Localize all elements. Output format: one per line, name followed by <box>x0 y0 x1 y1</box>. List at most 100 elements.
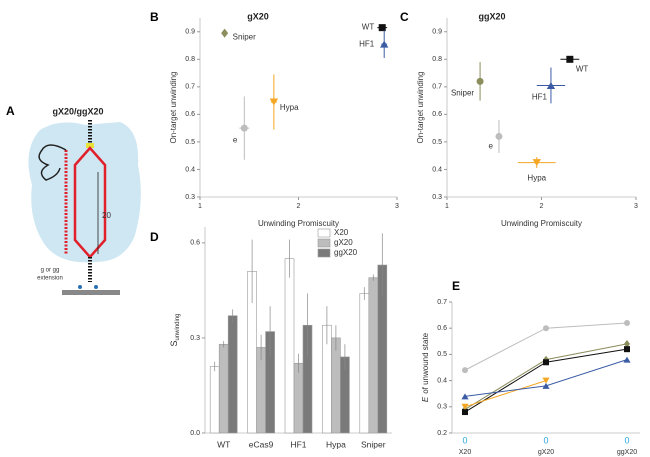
y-tick-label: 0.0 <box>190 430 200 437</box>
y-tick-label: 0.9 <box>432 29 442 36</box>
y-axis-label-text: of unwound state <box>421 332 430 393</box>
point-label: Sniper <box>451 88 474 97</box>
point <box>543 325 549 332</box>
x-tick-label: HF1 <box>290 439 306 449</box>
y-tick-label: 0.8 <box>432 56 442 63</box>
y-tick-label: 0.7 <box>437 299 447 306</box>
point <box>542 382 550 389</box>
point <box>379 40 389 48</box>
y-axis-label-symbol: E <box>421 396 430 402</box>
point <box>532 159 541 167</box>
pam <box>86 143 94 148</box>
legend-swatch <box>317 238 331 248</box>
point-label: Hypa <box>280 103 299 112</box>
x-tick-label: 3 <box>634 203 638 210</box>
y-tick-label: 0.5 <box>432 139 442 146</box>
legend-label: X20 <box>334 228 349 237</box>
point <box>495 132 503 140</box>
x-axis-label: Unwinding Promiscuity <box>501 219 582 228</box>
y-tick-label: 0.9 <box>185 29 195 36</box>
point <box>462 409 468 416</box>
anchor <box>94 285 98 289</box>
bar <box>227 315 238 434</box>
point <box>461 393 469 400</box>
y-tick-label: 0.6 <box>437 325 447 332</box>
extension-label: g or gg <box>41 268 60 274</box>
x-tick-label: 1 <box>445 203 449 210</box>
bar <box>218 343 229 434</box>
panel-label: C <box>400 10 409 24</box>
point <box>546 81 556 89</box>
bar <box>368 277 379 434</box>
y-tick-label: 0.3 <box>432 194 442 201</box>
y-tick-label: 0.7 <box>432 84 442 91</box>
y-tick-label: 0.8 <box>185 56 195 63</box>
category-note: 0 <box>624 435 629 445</box>
panel-label: D <box>150 230 159 244</box>
anchor <box>78 285 82 289</box>
point-label: e <box>233 135 238 144</box>
y-tick-label: 0.3 <box>190 335 200 342</box>
diagram-title: gX20/ggX20 <box>52 106 103 116</box>
x-tick-label: 2 <box>540 203 544 210</box>
y-tick-label: 0.4 <box>185 166 195 173</box>
point <box>624 346 630 353</box>
y-axis-label: On-target unwinding <box>169 71 178 143</box>
bar <box>284 258 295 434</box>
y-tick-label: 0.6 <box>190 240 200 247</box>
y-axis-label-main: S <box>169 341 179 347</box>
x-tick-label: gX20 <box>538 449 554 456</box>
chart-title: ggX20 <box>478 11 505 21</box>
panel-label: E <box>452 279 460 293</box>
y-tick-label: 0.3 <box>437 404 447 411</box>
y-tick-label: 0.2 <box>437 430 447 437</box>
x-tick-label: 2 <box>297 203 301 210</box>
y-tick-label: 0.6 <box>432 111 442 118</box>
bar <box>331 337 341 434</box>
point <box>543 359 549 366</box>
x-tick-label: 1 <box>198 203 202 210</box>
x-axis-label: Unwinding Promiscuity <box>258 219 339 228</box>
x-tick-label: WT <box>217 439 230 449</box>
bar <box>293 362 304 434</box>
protein-shape <box>28 122 141 263</box>
extension-label: extension <box>37 276 63 282</box>
x-tick-label: X20 <box>459 449 472 456</box>
category-note: 0 <box>543 435 548 445</box>
y-tick-label: 0.4 <box>432 166 442 173</box>
series-line <box>464 380 547 408</box>
surface <box>62 290 120 295</box>
y-axis-label: Eof unwound state <box>421 332 430 402</box>
point-label: WT <box>576 64 589 73</box>
series-line <box>464 343 628 410</box>
point <box>221 28 229 38</box>
point <box>269 98 279 106</box>
x-tick-label: ggX20 <box>617 449 637 456</box>
panel-label: B <box>150 10 159 24</box>
panel-label: A <box>6 104 15 118</box>
legend-swatch <box>317 248 331 258</box>
y-axis-label: On-target unwinding <box>416 71 425 143</box>
y-axis-label: Sunwinding <box>169 313 180 346</box>
point <box>624 319 630 326</box>
point <box>624 340 630 348</box>
rna-scaffold <box>38 144 67 181</box>
y-axis-label-sub: unwinding <box>175 313 181 340</box>
point-label: WT <box>362 23 375 32</box>
y-tick-label: 0.6 <box>185 111 195 118</box>
point <box>462 367 468 374</box>
y-tick-label: 0.7 <box>185 84 195 91</box>
y-tick-label: 0.4 <box>437 377 447 384</box>
legend-swatch <box>317 228 331 238</box>
point <box>476 77 484 85</box>
y-tick-label: 0.5 <box>185 139 195 146</box>
point-label: HF1 <box>359 39 375 48</box>
x-tick-label: 3 <box>395 203 399 210</box>
point <box>623 356 631 363</box>
schematic: A gX20/ggX20 20 g or gg extension <box>6 104 141 295</box>
bar <box>209 366 220 434</box>
bar <box>359 293 370 434</box>
legend-label: gX20 <box>334 238 353 247</box>
